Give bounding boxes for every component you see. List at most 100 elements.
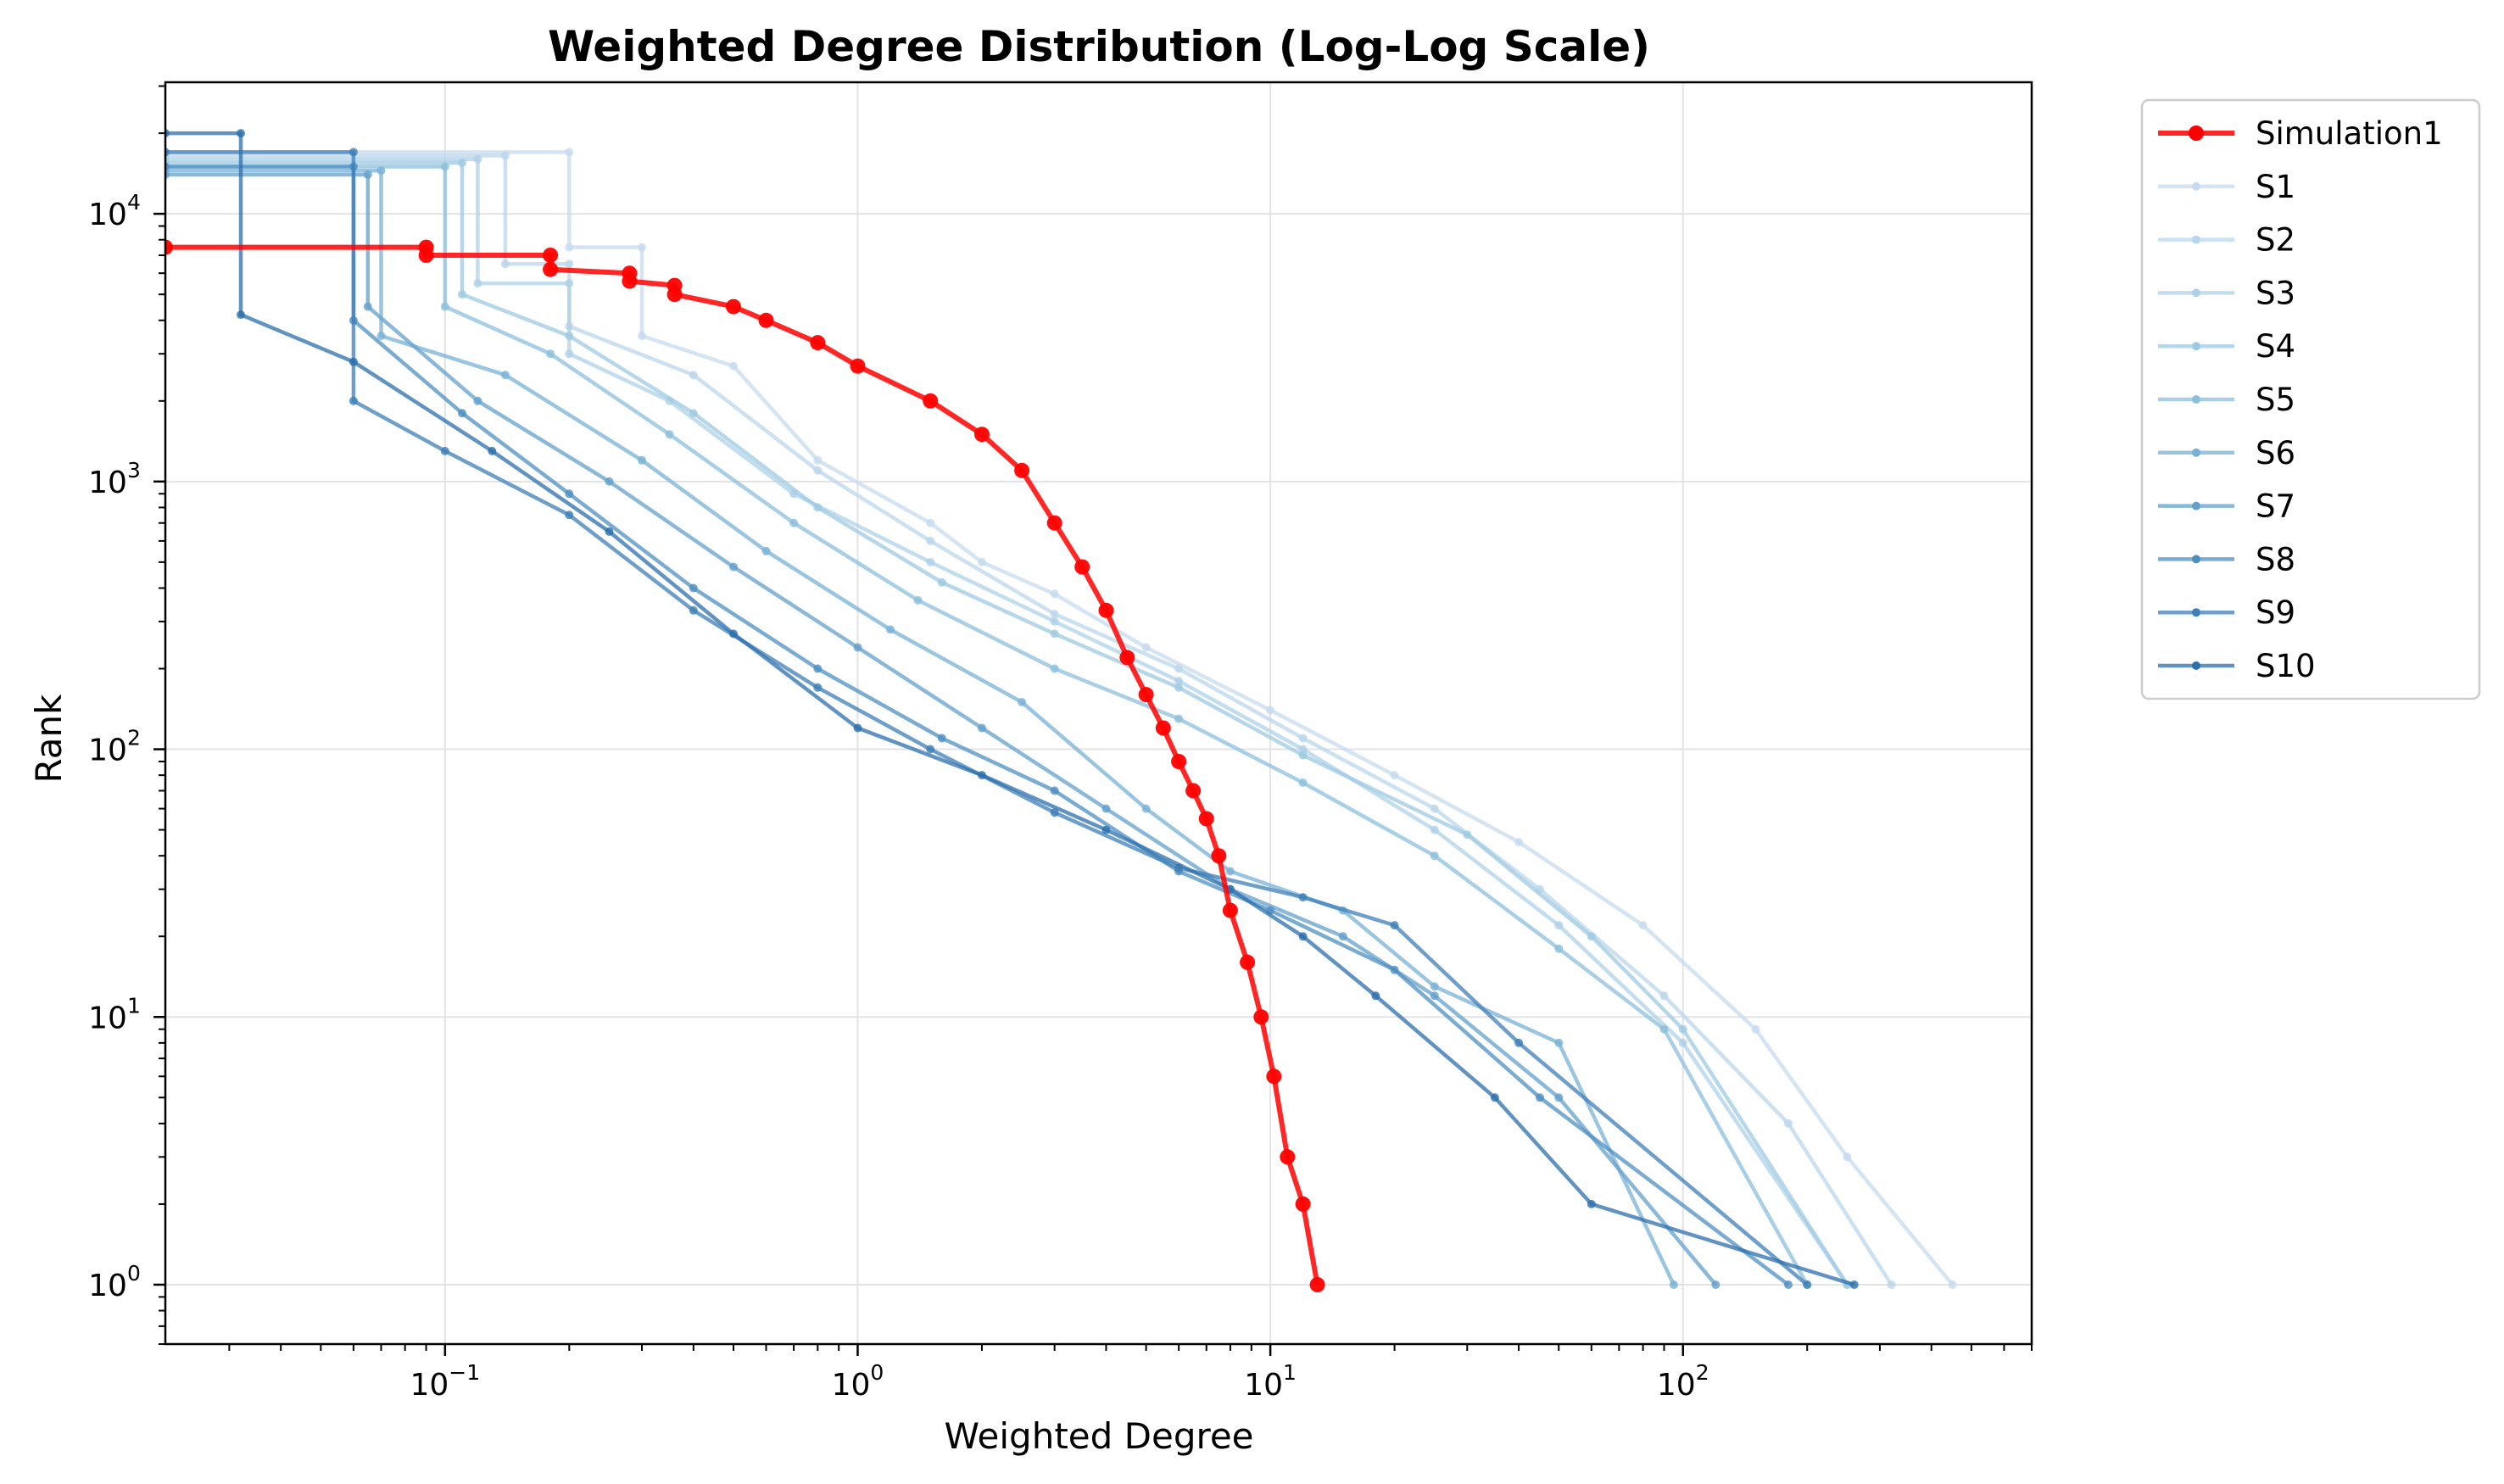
- data-point: [1784, 1280, 1793, 1289]
- data-point: [813, 664, 823, 673]
- data-point: [349, 148, 358, 157]
- legend-item: S5: [2158, 382, 2295, 418]
- data-point: [1141, 643, 1151, 652]
- data-point: [1554, 1038, 1564, 1047]
- legend-label: S1: [2256, 169, 2295, 205]
- x-axis-label: Weighted Degree: [944, 1415, 1253, 1457]
- x-tick-label: 10−1: [410, 1360, 480, 1403]
- series-s10: [165, 129, 1859, 1289]
- series-s6: [165, 166, 1678, 1289]
- y-tick-label: 100: [88, 1261, 141, 1303]
- data-point: [813, 503, 823, 512]
- data-point: [937, 577, 946, 587]
- legend-label: S9: [2256, 594, 2295, 631]
- data-point: [500, 371, 510, 380]
- data-point: [458, 159, 466, 167]
- legend-label: S3: [2256, 275, 2295, 311]
- data-point: [565, 148, 574, 157]
- data-point: [546, 349, 555, 359]
- legend-swatch-marker: [2192, 608, 2200, 617]
- data-point: [565, 332, 574, 341]
- data-point: [689, 605, 698, 615]
- data-point: [418, 248, 434, 263]
- data-point: [1659, 1024, 1669, 1034]
- legend-swatch-marker: [2192, 448, 2200, 457]
- data-point: [1554, 944, 1564, 953]
- data-point: [1298, 734, 1308, 743]
- data-point: [1174, 677, 1184, 685]
- data-point: [978, 557, 986, 566]
- data-point: [376, 166, 386, 176]
- data-point: [926, 536, 935, 545]
- series-line: [165, 150, 1809, 1286]
- series-simulation1: [165, 239, 1325, 1292]
- data-point: [789, 518, 799, 527]
- data-point: [1050, 610, 1059, 619]
- data-point: [349, 396, 358, 405]
- data-point: [1514, 1038, 1524, 1047]
- data-point: [473, 154, 482, 164]
- data-point: [363, 302, 372, 311]
- data-point: [1659, 991, 1669, 1001]
- series-s8: [165, 162, 1793, 1289]
- series-line: [165, 172, 1718, 1286]
- data-point: [440, 302, 449, 311]
- legend-item: S8: [2158, 541, 2295, 577]
- data-point: [810, 335, 826, 351]
- legend-item: S10: [2158, 648, 2316, 684]
- data-point: [1074, 559, 1090, 575]
- data-point: [440, 162, 449, 171]
- legend-swatch-marker: [2192, 395, 2200, 404]
- data-point: [761, 546, 771, 555]
- data-point: [1174, 664, 1184, 673]
- data-point: [605, 527, 614, 536]
- data-point: [689, 583, 698, 593]
- data-point: [565, 349, 574, 359]
- series-line: [165, 150, 1955, 1286]
- data-point: [458, 409, 466, 418]
- data-point: [813, 466, 823, 475]
- data-point: [1298, 750, 1308, 760]
- data-point: [488, 446, 497, 455]
- data-point: [1155, 720, 1171, 736]
- data-point: [1390, 921, 1399, 930]
- y-tick-label: 101: [88, 993, 141, 1035]
- legend-item: S6: [2158, 435, 2295, 471]
- data-point: [638, 243, 646, 252]
- legend: Simulation1 S1 S2 S3 S4 S5 S6 S7 S8 S9 S10: [2140, 98, 2481, 700]
- data-point: [853, 723, 862, 733]
- data-point: [565, 259, 574, 269]
- legend-item: S2: [2158, 222, 2295, 259]
- data-point: [1050, 786, 1059, 795]
- data-point: [1174, 683, 1184, 692]
- legend-swatch-marker: [2192, 342, 2200, 351]
- legend-item: S1: [2158, 169, 2295, 205]
- data-point: [1138, 687, 1154, 703]
- data-point: [1784, 1119, 1793, 1128]
- data-point: [1490, 1093, 1499, 1102]
- data-point: [886, 625, 895, 634]
- data-point: [937, 734, 946, 743]
- data-point: [1309, 1277, 1325, 1292]
- data-point: [926, 557, 935, 566]
- data-point: [853, 643, 862, 652]
- data-point: [729, 361, 738, 371]
- legend-item: S7: [2158, 488, 2295, 525]
- data-point: [689, 409, 698, 418]
- data-point: [565, 243, 574, 252]
- data-point: [458, 290, 466, 299]
- series-s4: [165, 159, 1852, 1289]
- data-point: [1298, 893, 1308, 902]
- data-point: [1536, 1093, 1544, 1102]
- data-point: [440, 446, 449, 455]
- data-point: [1887, 1280, 1896, 1289]
- data-point: [1050, 616, 1059, 626]
- legend-label: S10: [2256, 648, 2316, 684]
- data-point: [638, 332, 646, 341]
- data-point: [1371, 991, 1380, 1001]
- data-point: [729, 629, 738, 639]
- data-point: [1014, 462, 1030, 478]
- series-layer: [165, 129, 1957, 1292]
- data-point: [850, 358, 866, 374]
- data-point: [1514, 838, 1524, 846]
